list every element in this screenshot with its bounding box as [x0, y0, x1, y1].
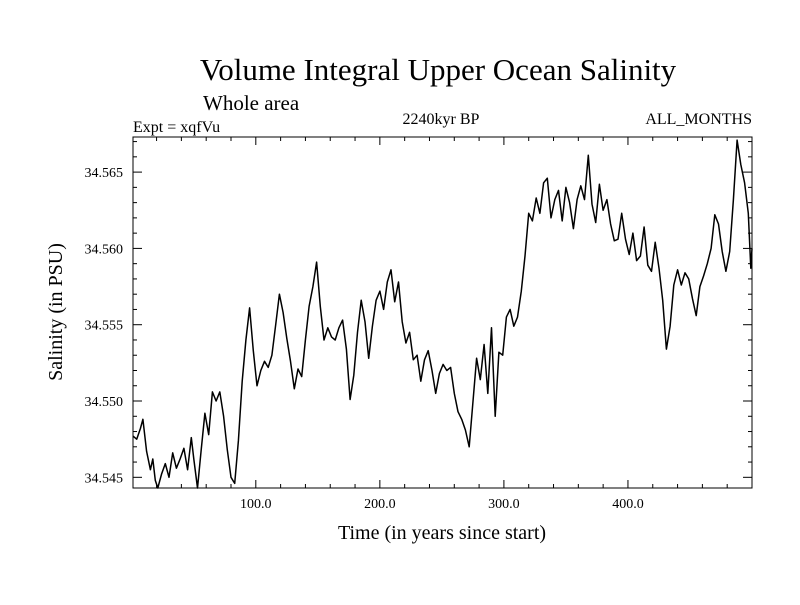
salinity-series-line [132, 139, 753, 489]
x-tick-label: 200.0 [364, 497, 396, 512]
x-axis-label: Time (in years since start) [338, 522, 546, 544]
y-tick-label: 34.545 [85, 471, 124, 486]
period-label: 2240kyr BP [403, 111, 480, 128]
tick-labels: 100.0 200.0 300.0 400.0 34.545 34.550 34.555 34… [85, 166, 644, 512]
x-tick-label: 300.0 [488, 497, 520, 512]
y-tick-label: 34.555 [85, 319, 124, 334]
months-label: ALL_MONTHS [645, 111, 752, 128]
y-tick-label: 34.560 [85, 242, 124, 257]
chart-subtitle: Whole area [203, 91, 300, 115]
plot-frame [132, 136, 753, 489]
experiment-label: Expt = xqfVu [133, 119, 220, 136]
y-tick-label: 34.565 [85, 166, 124, 181]
chart-title: Volume Integral Upper Ocean Salinity [200, 52, 677, 87]
x-tick-label: 100.0 [240, 497, 272, 512]
y-axis-label: Salinity (in PSU) [45, 243, 67, 381]
y-tick-label: 34.550 [85, 395, 124, 410]
x-tick-label: 400.0 [612, 497, 644, 512]
axis-ticks [133, 137, 752, 488]
